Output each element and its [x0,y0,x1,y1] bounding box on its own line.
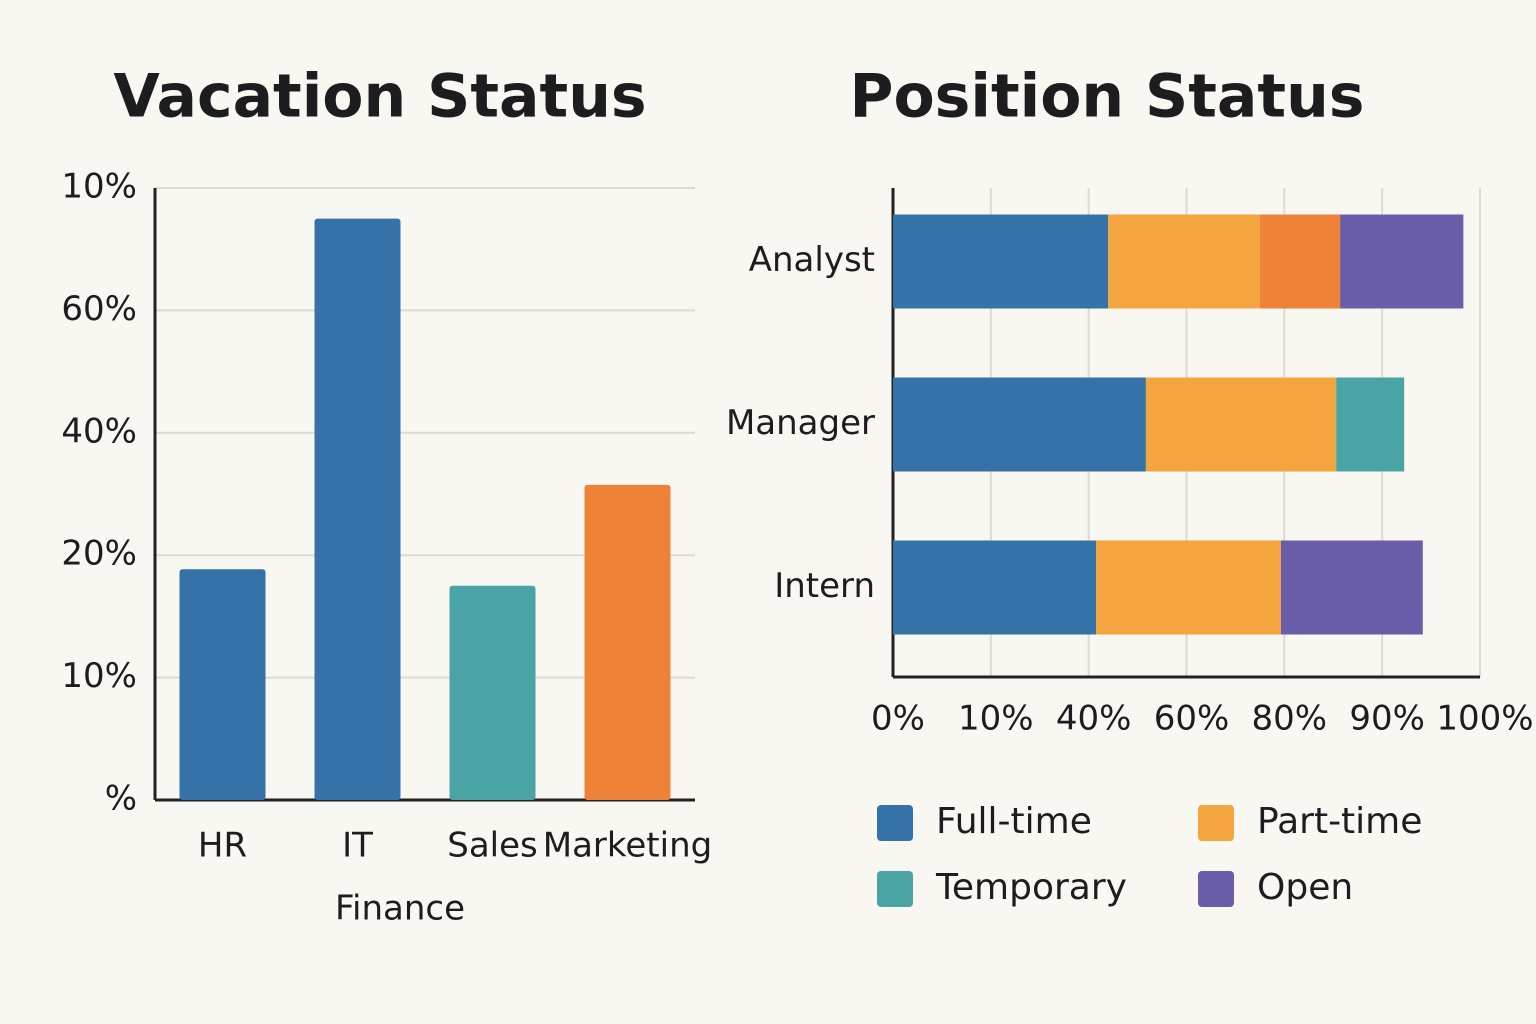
legend-swatch [1198,871,1234,907]
y-tick-label: Analyst [749,240,875,280]
x-tick-label: HR [198,826,247,866]
x-tick-label: 0% [871,699,925,739]
legend-swatch [877,871,913,907]
legend-swatch [1198,805,1234,841]
y-tick-label: Manager [726,403,875,443]
x-tick-label: 90% [1349,699,1425,739]
x-tick-label: 10% [958,699,1034,739]
bar-segment [1340,214,1464,309]
legend-swatch [877,805,913,841]
x-tick-label: 80% [1252,699,1328,739]
y-tick-label: 20% [61,534,137,574]
bar-segment [1336,377,1405,472]
bar-segment [1108,214,1260,309]
x-tick-label: Sales [447,826,538,866]
x-tick-label: 40% [1056,699,1132,739]
legend-label: Part-time [1257,801,1422,842]
bar-segment [1280,540,1423,635]
legend-label: Open [1257,867,1353,908]
x-axis-label: Finance [335,889,465,929]
legend-label: Temporary [935,867,1127,908]
y-tick-label: 60% [61,289,137,329]
y-tick-label: 10% [61,167,137,207]
bar-segment [1259,214,1341,309]
x-tick-label: IT [342,826,373,866]
bar [314,218,401,801]
bar-segment [1145,377,1337,472]
chart-title: Vacation Status [113,62,646,132]
bar [584,484,671,800]
y-tick-label: 40% [61,411,137,451]
legend-label: Full-time [936,801,1092,842]
bar [179,569,266,800]
bar-segment [893,377,1146,472]
bar-segment [893,214,1109,309]
x-tick-label: Marketing [543,826,712,866]
x-tick-label: 100% [1436,699,1533,739]
y-tick-label: % [105,779,137,819]
y-tick-label: Intern [774,566,875,606]
bar-segment [1096,540,1281,635]
x-tick-label: 60% [1154,699,1230,739]
bar [449,585,536,800]
bar-segment [893,540,1097,635]
chart-title: Position Status [849,62,1364,132]
y-tick-label: 10% [61,656,137,696]
